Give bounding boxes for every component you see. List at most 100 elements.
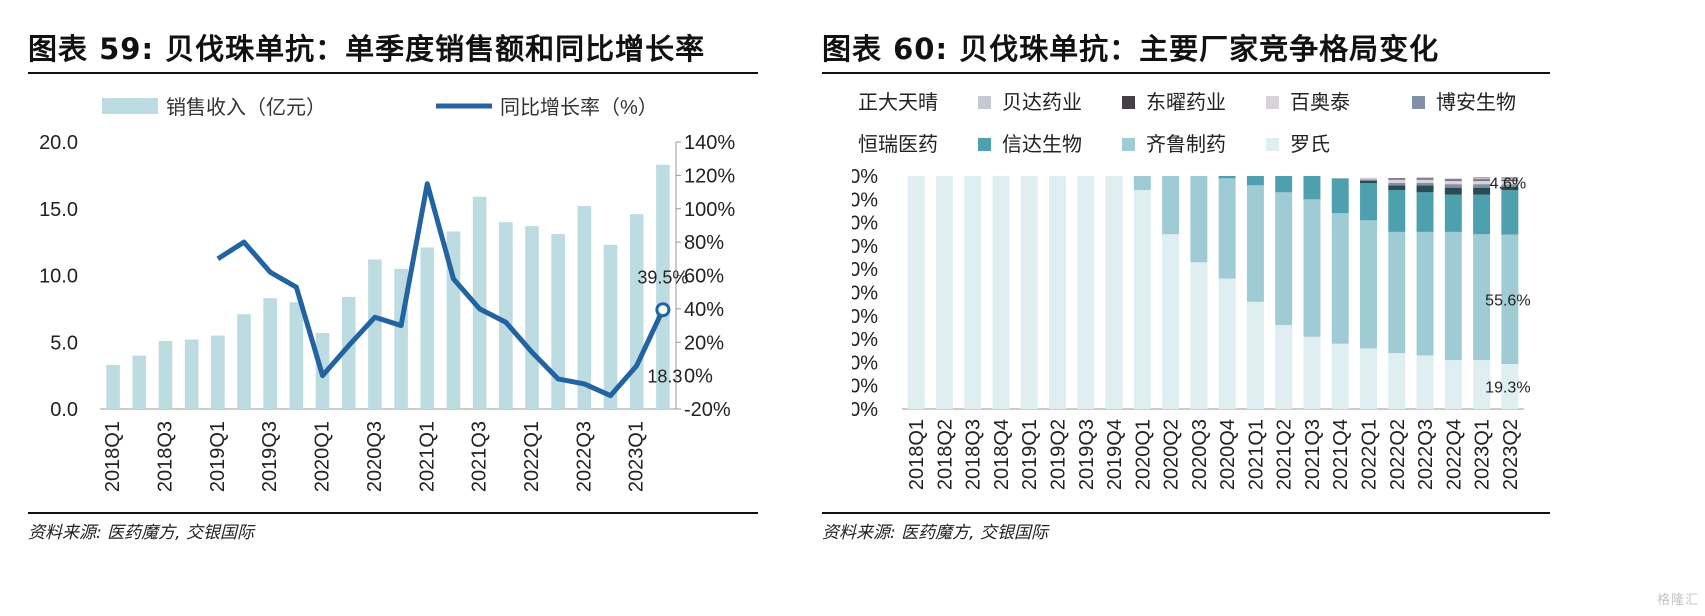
x-axis-tick: 2018Q1 xyxy=(906,419,928,490)
stack-segment xyxy=(1190,262,1208,409)
stack-segment xyxy=(1388,353,1406,409)
stack-segment xyxy=(1190,176,1208,263)
stack-segment xyxy=(1444,179,1462,181)
stack-segment xyxy=(1473,234,1491,361)
stack-segment xyxy=(1501,364,1519,409)
stack-segment xyxy=(1473,187,1491,195)
legend-line-label: 同比增长率（%） xyxy=(500,96,658,119)
stack-segment xyxy=(1501,190,1519,235)
share-annotation-small: 4.6% xyxy=(1490,175,1526,192)
sales-bar xyxy=(499,222,513,409)
right-axis-tick: 60% xyxy=(684,266,724,288)
sales-bar xyxy=(577,206,592,409)
sales-bar xyxy=(551,234,565,409)
x-axis-tick: 2019Q2 xyxy=(1048,419,1070,490)
sales-bar xyxy=(603,244,618,409)
share-annotation-qilu: 55.6% xyxy=(1485,292,1530,309)
stack-segment xyxy=(992,176,1010,409)
stack-segment xyxy=(1246,301,1264,409)
legend-swatch xyxy=(978,138,991,151)
right-axis-tick: 40% xyxy=(684,299,724,321)
stack-segment xyxy=(1218,178,1236,279)
sales-bar xyxy=(289,302,304,409)
growth-last-marker xyxy=(655,302,671,318)
x-axis-tick: 2023Q1 xyxy=(626,421,648,492)
y-axis-tick: 10% xyxy=(852,376,878,398)
left-chart-title: 图表 59: 贝伐珠单抗：单季度销售额和同比增长率 xyxy=(28,32,706,66)
stack-segment xyxy=(1473,194,1491,235)
stack-segment xyxy=(1105,176,1123,409)
left-chart: 销售收入（亿元） 同比增长率（%） 0.0 5.0 10.0 15.0 20.0 -20% 0%… xyxy=(39,96,735,492)
stack-segment xyxy=(1133,189,1151,409)
x-axis-tick: 2019Q1 xyxy=(207,421,229,492)
y-axis-tick: 20% xyxy=(852,352,878,374)
left-axis-tick: 0.0 xyxy=(50,399,78,421)
stack-segment xyxy=(1303,176,1321,200)
stack-segment xyxy=(1360,220,1377,349)
stack-segment xyxy=(1416,231,1434,356)
x-axis-tick: 2022Q1 xyxy=(521,421,543,492)
stack-segment xyxy=(1020,176,1038,409)
x-axis-tick: 2020Q1 xyxy=(1132,419,1154,490)
stack-segment xyxy=(1360,180,1377,183)
right-chart: 正大天晴贝达药业东曜药业百奥泰博安生物恒瑞医药信达生物齐鲁制药罗氏0%10%20… xyxy=(852,91,1531,490)
y-axis-tick: 70% xyxy=(852,236,878,258)
legend-label: 正大天晴 xyxy=(858,91,938,114)
right-axis-tick: 20% xyxy=(684,332,724,354)
right-axis-tick: 140% xyxy=(684,132,735,154)
y-axis-tick: 30% xyxy=(852,329,878,351)
stack-segment xyxy=(1501,184,1519,187)
sales-bar xyxy=(237,314,251,409)
right-axis-tick: 120% xyxy=(684,165,735,187)
right-bottom-rule xyxy=(822,512,1550,514)
legend-label: 齐鲁制药 xyxy=(1146,133,1226,156)
y-axis-tick: 80% xyxy=(852,213,878,235)
stack-segment xyxy=(1388,182,1406,186)
stack-segment xyxy=(1133,176,1151,190)
stack-segment xyxy=(1501,177,1519,179)
stack-segment xyxy=(1444,194,1462,232)
right-title-rule xyxy=(822,72,1550,74)
x-axis-tick: 2020Q2 xyxy=(1161,419,1183,490)
right-axis-tick: 0% xyxy=(684,366,713,388)
y-axis-tick: 0% xyxy=(852,399,878,421)
sales-bar xyxy=(263,298,277,409)
legend-label: 罗氏 xyxy=(1290,133,1330,156)
stack-segment xyxy=(1331,343,1349,409)
growth-annotation: 39.5% xyxy=(637,268,688,288)
y-axis-tick: 100% xyxy=(852,166,878,188)
stack-segment xyxy=(1388,178,1406,180)
y-axis-tick: 40% xyxy=(852,306,878,328)
stack-segment xyxy=(1162,176,1180,235)
stack-segment xyxy=(1473,184,1491,188)
stack-segment xyxy=(1049,176,1066,409)
x-axis-tick: 2018Q1 xyxy=(102,421,124,492)
stack-segment xyxy=(964,176,982,409)
stack-segment xyxy=(1162,234,1180,409)
watermark-text: 格隆汇 xyxy=(1656,593,1699,608)
legend-swatch xyxy=(1122,138,1135,151)
left-axis-tick: 10.0 xyxy=(39,266,78,288)
stack-segment xyxy=(1473,177,1491,179)
left-axis-tick: 15.0 xyxy=(39,199,78,221)
stack-segment xyxy=(1473,178,1491,180)
stack-segment xyxy=(1416,179,1434,183)
x-axis-tick: 2022Q3 xyxy=(573,421,595,492)
x-axis-tick: 2020Q1 xyxy=(312,421,334,492)
stack-segment xyxy=(1473,360,1491,409)
x-axis-tick: 2023Q2 xyxy=(1500,419,1522,490)
stack-segment xyxy=(1416,182,1434,186)
x-axis-tick: 2018Q2 xyxy=(934,419,956,490)
x-axis-tick: 2023Q1 xyxy=(1472,419,1494,490)
x-axis-tick: 2020Q3 xyxy=(364,421,386,492)
x-axis-tick: 2022Q1 xyxy=(1359,419,1381,490)
x-axis-tick: 2021Q4 xyxy=(1330,419,1352,490)
stack-segment xyxy=(1501,178,1519,180)
stack-segment xyxy=(1473,179,1491,181)
x-axis-tick: 2019Q3 xyxy=(1076,419,1098,490)
left-axis-tick: 20.0 xyxy=(39,132,78,154)
stack-segment xyxy=(1473,180,1491,185)
x-axis-tick: 2018Q3 xyxy=(154,421,176,492)
stack-segment xyxy=(1360,182,1377,221)
stack-segment xyxy=(1388,189,1406,232)
